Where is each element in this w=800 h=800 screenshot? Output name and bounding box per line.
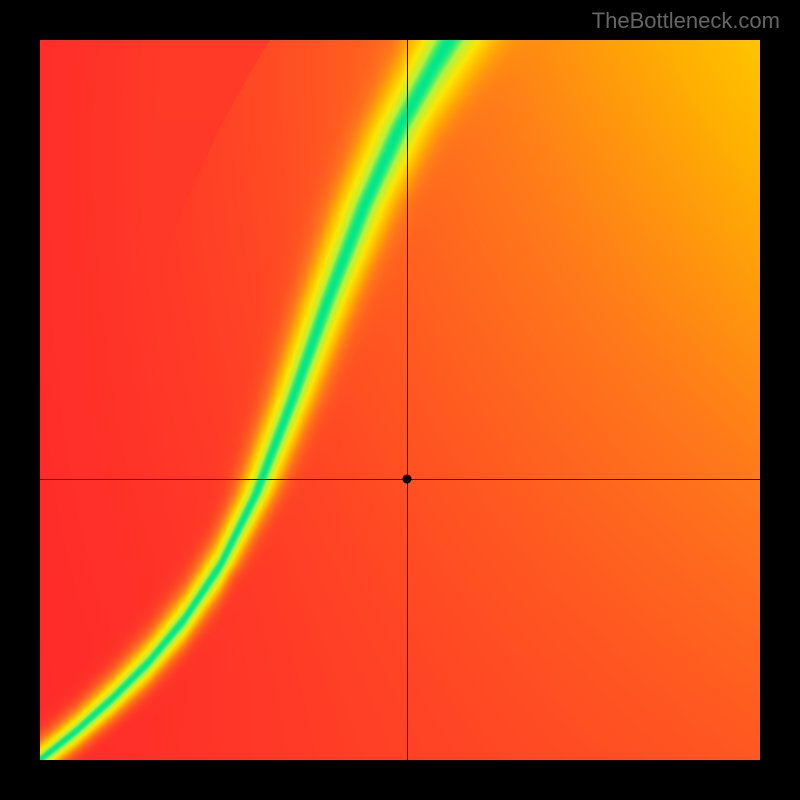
crosshair-vertical xyxy=(407,40,408,760)
crosshair-marker xyxy=(403,475,412,484)
heatmap-canvas xyxy=(40,40,760,760)
watermark-text: TheBottleneck.com xyxy=(592,8,780,34)
heatmap-chart xyxy=(40,40,760,760)
crosshair-horizontal xyxy=(40,479,760,480)
